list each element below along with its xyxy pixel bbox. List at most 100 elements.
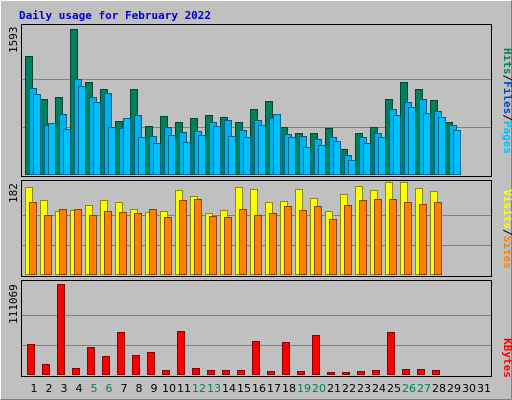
series-legend: Visits/Sites: [501, 189, 512, 269]
panel-frame: [21, 180, 492, 277]
bar-sites-day-20: [314, 206, 322, 275]
bar-kbytes-day-6: [102, 356, 110, 375]
day-label-7: 7: [121, 382, 128, 395]
bar-kbytes-day-23: [357, 371, 365, 375]
bar-sites-day-15: [239, 209, 247, 275]
day-label-24: 24: [372, 382, 386, 395]
day-label-18: 18: [282, 382, 296, 395]
bar-sites-day-26: [404, 202, 412, 275]
bar-sites-day-14: [224, 217, 232, 275]
bar-kbytes-day-13: [207, 370, 215, 375]
bar-sites-day-12: [194, 199, 202, 275]
bar-sites-day-11: [179, 200, 187, 275]
day-label-22: 22: [342, 382, 356, 395]
bar-pages-day-24: [378, 137, 386, 175]
bar-sites-day-16: [254, 215, 262, 275]
bar-pages-day-25: [393, 115, 401, 175]
series-legend: KBytes: [501, 338, 512, 378]
bar-kbytes-day-19: [297, 371, 305, 375]
bar-pages-day-3: [63, 129, 71, 175]
bar-sites-day-3: [59, 209, 67, 275]
bar-sites-day-7: [119, 212, 127, 275]
day-label-8: 8: [136, 382, 143, 395]
bar-sites-day-5: [89, 215, 97, 275]
bar-pages-day-4: [78, 86, 86, 175]
bar-kbytes-day-11: [177, 331, 185, 375]
day-label-30: 30: [462, 382, 476, 395]
bar-sites-day-23: [359, 200, 367, 275]
bar-kbytes-day-25: [387, 332, 395, 375]
bar-sites-day-13: [209, 216, 217, 275]
legend-part-3: /: [501, 114, 512, 121]
bar-sites-day-1: [29, 202, 37, 275]
day-label-1: 1: [31, 382, 38, 395]
day-label-15: 15: [237, 382, 251, 395]
day-label-12: 12: [192, 382, 206, 395]
day-label-25: 25: [387, 382, 401, 395]
day-label-2: 2: [46, 382, 53, 395]
day-label-23: 23: [357, 382, 371, 395]
day-label-10: 10: [162, 382, 176, 395]
bar-pages-day-17: [273, 114, 281, 175]
bar-kbytes-day-7: [117, 332, 125, 375]
day-label-16: 16: [252, 382, 266, 395]
day-label-6: 6: [106, 382, 113, 395]
bar-pages-day-10: [168, 135, 176, 175]
bar-pages-day-6: [108, 127, 116, 175]
bar-sites-day-10: [164, 217, 172, 275]
legend-part-2: Sites: [501, 236, 512, 269]
bar-kbytes-day-8: [132, 355, 140, 375]
bar-pages-day-20: [318, 145, 326, 175]
bar-pages-day-14: [228, 136, 236, 175]
legend-part-0: Visits: [501, 189, 512, 229]
bar-sites-day-8: [134, 213, 142, 275]
bar-kbytes-day-21: [327, 372, 335, 375]
y-max-label: 182: [7, 183, 20, 203]
bar-pages-day-18: [288, 137, 296, 175]
bar-kbytes-day-15: [237, 370, 245, 375]
bar-pages-day-26: [408, 107, 416, 175]
bar-pages-day-23: [363, 143, 371, 175]
day-label-19: 19: [297, 382, 311, 395]
bar-pages-day-11: [183, 142, 191, 175]
bar-sites-day-22: [344, 205, 352, 275]
bar-group: [22, 29, 491, 175]
bar-sites-day-9: [149, 209, 157, 275]
legend-part-2: Files: [501, 81, 512, 114]
bar-sites-day-28: [434, 202, 442, 275]
bar-sites-day-18: [284, 206, 292, 275]
bar-pages-day-1: [33, 94, 41, 175]
day-label-13: 13: [207, 382, 221, 395]
day-label-28: 28: [432, 382, 446, 395]
bar-sites-day-4: [74, 209, 82, 275]
day-label-27: 27: [417, 382, 431, 395]
day-label-17: 17: [267, 382, 281, 395]
bar-pages-day-19: [303, 147, 311, 175]
bar-group: [22, 284, 491, 375]
bar-pages-day-22: [348, 160, 356, 175]
bar-pages-day-8: [138, 137, 146, 175]
legend-part-1: /: [501, 229, 512, 236]
bar-group: [22, 182, 491, 275]
series-legend: Hits/Files/Pages: [501, 48, 512, 154]
bar-sites-day-27: [419, 204, 427, 275]
legend-part-0: KBytes: [501, 338, 512, 378]
bar-kbytes-day-24: [372, 370, 380, 375]
bar-sites-day-6: [104, 211, 112, 275]
legend-part-4: Pages: [501, 121, 512, 154]
day-label-20: 20: [312, 382, 326, 395]
day-label-11: 11: [177, 382, 191, 395]
panel-frame: [21, 24, 492, 177]
day-label-4: 4: [76, 382, 83, 395]
day-label-26: 26: [402, 382, 416, 395]
y-max-label: 1593: [7, 27, 20, 54]
panel-hits-files-pages: 1593 Hits/Files/Pages: [7, 24, 512, 177]
bar-sites-day-19: [299, 210, 307, 275]
day-label-21: 21: [327, 382, 341, 395]
bar-kbytes-day-28: [432, 370, 440, 375]
bar-kbytes-day-22: [342, 372, 350, 375]
bar-kbytes-day-3: [57, 284, 65, 375]
bar-sites-day-2: [44, 215, 52, 275]
bar-kbytes-day-9: [147, 352, 155, 375]
